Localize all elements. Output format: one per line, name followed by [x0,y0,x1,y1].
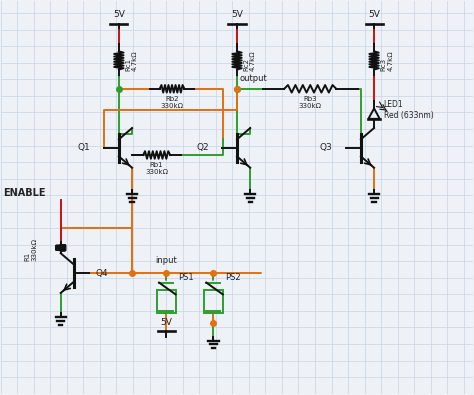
Text: Q1: Q1 [78,143,91,152]
Text: LED1
Red (633nm): LED1 Red (633nm) [383,100,433,120]
Text: Rc3
4.7kΩ: Rc3 4.7kΩ [380,50,393,71]
Text: Rb3
330kΩ: Rb3 330kΩ [299,96,322,109]
Text: 5V: 5V [231,10,243,19]
Text: 5V: 5V [368,10,380,19]
Text: Q4: Q4 [95,269,108,278]
Text: Rc2
4.7kΩ: Rc2 4.7kΩ [243,50,256,71]
Text: PS1: PS1 [178,273,193,282]
Text: ENABLE: ENABLE [3,188,46,198]
Text: input: input [155,256,177,265]
Text: Rc1
4.7kΩ: Rc1 4.7kΩ [125,50,138,71]
Text: 5V: 5V [160,318,172,327]
Text: Rb1
330kΩ: Rb1 330kΩ [145,162,168,175]
Text: Q2: Q2 [196,143,209,152]
Text: Rb2
330kΩ: Rb2 330kΩ [160,96,183,109]
Text: Q3: Q3 [320,143,332,152]
Text: R1
330kΩ: R1 330kΩ [24,238,37,261]
Text: PS2: PS2 [225,273,241,282]
Text: output: output [239,73,267,83]
Text: 5V: 5V [113,10,125,19]
